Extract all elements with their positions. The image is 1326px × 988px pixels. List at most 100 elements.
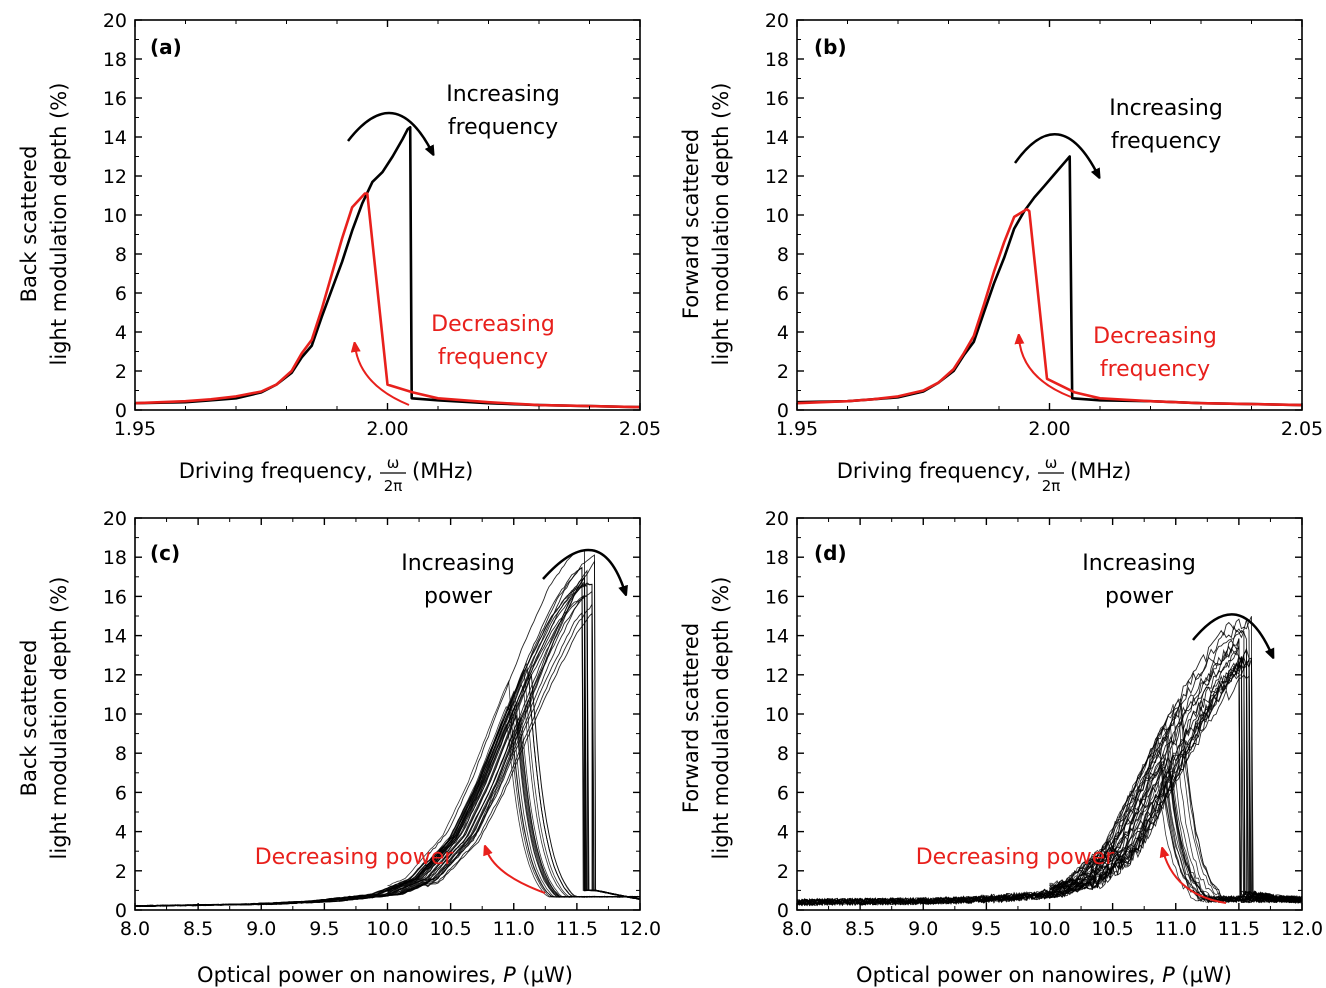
series-line-b-0 bbox=[797, 155, 1302, 407]
y-tick-label-b-4: 8 bbox=[777, 244, 789, 266]
y-tick-label-b-2: 4 bbox=[777, 322, 789, 344]
series-line-a-0 bbox=[135, 126, 640, 409]
y-tick-label-c-0: 0 bbox=[115, 900, 127, 922]
y-tick-label-d-4: 8 bbox=[777, 743, 789, 765]
y-tick-label-a-6: 12 bbox=[103, 166, 127, 188]
y-tick-label-b-1: 2 bbox=[777, 361, 789, 383]
arrow-decreasing-c bbox=[486, 849, 546, 894]
annotation-decreasing-c: Decreasing power bbox=[255, 845, 455, 870]
x-tick-label-c-5: 10.5 bbox=[429, 918, 471, 940]
x-axis-title-d-suffix: (μW) bbox=[1181, 963, 1232, 987]
arrow-decreasing-b bbox=[1019, 338, 1072, 398]
decreasing-trace-c-19 bbox=[387, 703, 640, 898]
y-tick-label-c-9: 18 bbox=[103, 547, 127, 569]
y-tick-label-d-3: 6 bbox=[777, 782, 789, 804]
x-axis-title-b-frac-num: ω bbox=[1045, 454, 1058, 472]
y-tick-label-c-2: 4 bbox=[115, 822, 127, 844]
annotation-decreasing-b-2: frequency bbox=[1100, 357, 1210, 382]
y-axis-title-d-line1: Forward scattered bbox=[679, 623, 703, 813]
arrow-decreasing-a bbox=[355, 346, 410, 406]
y-tick-label-d-2: 4 bbox=[777, 822, 789, 844]
decreasing-trace-d-19 bbox=[1049, 760, 1302, 904]
panel-b: 0 2 4 6 8 10 12 14 16 18 20 1.95 2.00 2.05 (b) Forwar… bbox=[679, 10, 1323, 495]
x-tick-label-c-2: 9.0 bbox=[246, 918, 276, 940]
panel-label-c: (c) bbox=[150, 541, 180, 565]
y-tick-label-b-0: 0 bbox=[777, 400, 789, 422]
x-tick-label-d-5: 10.5 bbox=[1091, 918, 1133, 940]
x-tick-label-a-2: 2.05 bbox=[619, 418, 661, 440]
x-axis-title-b-suffix: (MHz) bbox=[1070, 459, 1131, 483]
x-axis-title-b: Driving frequency, ω 2π (MHz) bbox=[837, 454, 1132, 495]
x-tick-label-c-7: 11.5 bbox=[556, 918, 598, 940]
x-tick-label-c-3: 9.5 bbox=[309, 918, 339, 940]
y-tick-label-b-5: 10 bbox=[765, 205, 789, 227]
x-axis-title-a-frac-den: 2π bbox=[384, 477, 403, 495]
plot-frame-a bbox=[134, 19, 641, 411]
y-tick-label-a-2: 4 bbox=[115, 322, 127, 344]
arrow-increasing-a bbox=[347, 112, 432, 152]
plot-frame-b bbox=[796, 19, 1303, 411]
increasing-trace-c-19 bbox=[135, 576, 638, 907]
x-axis-title-d-var: P bbox=[1162, 963, 1175, 987]
y-tick-label-d-9: 18 bbox=[765, 547, 789, 569]
x-tick-label-d-0: 8.0 bbox=[782, 918, 812, 940]
y-tick-label-d-1: 2 bbox=[777, 861, 789, 883]
annotation-increasing-a-1: Increasing bbox=[446, 82, 560, 107]
decreasing-trace-d-18 bbox=[1049, 752, 1302, 904]
annotation-decreasing-a-2: frequency bbox=[438, 345, 548, 370]
y-axis-title-a-line2: light modulation depth (%) bbox=[47, 83, 71, 366]
panel-label-b: (b) bbox=[814, 35, 847, 59]
y-tick-label-c-3: 6 bbox=[115, 782, 127, 804]
arrow-decreasing-d bbox=[1163, 851, 1227, 904]
x-tick-label-c-8: 12.0 bbox=[619, 918, 661, 940]
x-tick-label-d-8: 12.0 bbox=[1281, 918, 1323, 940]
y-tick-label-a-10: 20 bbox=[103, 10, 127, 32]
y-axis-title-b-line1: Forward scattered bbox=[679, 129, 703, 319]
y-tick-label-c-7: 14 bbox=[103, 626, 127, 648]
plot-a: 0 2 4 6 8 10 12 14 16 18 20 1.95 2.00 2.05 bbox=[103, 10, 661, 440]
data-d bbox=[797, 616, 1302, 907]
y-tick-label-d-5: 10 bbox=[765, 704, 789, 726]
annotation-decreasing-a-1: Decreasing bbox=[431, 312, 555, 337]
y-axis-title-b-line2: light modulation depth (%) bbox=[709, 83, 733, 366]
annotation-increasing-b-2: frequency bbox=[1111, 129, 1221, 154]
panel-a: 0 2 4 6 8 10 12 14 16 18 20 1.95 2.00 2.05 (a) Back s… bbox=[17, 10, 661, 495]
y-tick-label-b-10: 20 bbox=[765, 10, 789, 32]
y-tick-label-c-8: 16 bbox=[103, 586, 127, 608]
series-line-a-1 bbox=[135, 192, 640, 409]
y-tick-label-b-9: 18 bbox=[765, 49, 789, 71]
plot-d: 0 2 4 6 8 10 12 14 16 18 20 8.0 8.5 9.0 9.5 10.0 10.5 11.… bbox=[765, 508, 1323, 940]
x-tick-label-c-6: 11.0 bbox=[493, 918, 535, 940]
increasing-trace-d-15 bbox=[797, 650, 1302, 906]
y-tick-label-a-4: 8 bbox=[115, 244, 127, 266]
x-tick-label-d-7: 11.5 bbox=[1218, 918, 1260, 940]
x-tick-label-a-0: 1.95 bbox=[114, 418, 156, 440]
plot-b: 0 2 4 6 8 10 12 14 16 18 20 1.95 2.00 2.05 bbox=[765, 10, 1323, 440]
y-tick-label-c-5: 10 bbox=[103, 704, 127, 726]
y-tick-label-a-8: 16 bbox=[103, 88, 127, 110]
x-tick-label-c-4: 10.0 bbox=[366, 918, 408, 940]
annotation-decreasing-b-1: Decreasing bbox=[1093, 324, 1217, 349]
y-tick-label-b-6: 12 bbox=[765, 166, 789, 188]
y-tick-label-b-8: 16 bbox=[765, 88, 789, 110]
x-tick-label-b-0: 1.95 bbox=[776, 418, 818, 440]
y-tick-label-d-10: 20 bbox=[765, 508, 789, 530]
data-b bbox=[797, 155, 1302, 407]
y-axis-title-d-line2: light modulation depth (%) bbox=[709, 577, 733, 860]
x-tick-label-c-1: 8.5 bbox=[183, 918, 213, 940]
arrow-increasing-c bbox=[542, 548, 625, 592]
x-axis-title-a-prefix: Driving frequency, bbox=[179, 459, 373, 483]
x-tick-label-a-1: 2.00 bbox=[366, 418, 408, 440]
y-tick-label-c-4: 8 bbox=[115, 743, 127, 765]
x-axis-title-c-var: P bbox=[503, 963, 516, 987]
x-tick-label-b-1: 2.00 bbox=[1028, 418, 1070, 440]
y-axis-title-a-line1: Back scattered bbox=[17, 146, 41, 303]
annotation-increasing-d-1: Increasing bbox=[1082, 551, 1196, 576]
x-tick-label-d-3: 9.5 bbox=[971, 918, 1001, 940]
y-tick-label-a-3: 6 bbox=[115, 283, 127, 305]
x-axis-title-c-prefix: Optical power on nanowires, bbox=[197, 963, 496, 987]
annotation-increasing-d-2: power bbox=[1105, 584, 1174, 609]
x-tick-label-d-2: 9.0 bbox=[908, 918, 938, 940]
decreasing-trace-d-10 bbox=[1049, 765, 1302, 903]
